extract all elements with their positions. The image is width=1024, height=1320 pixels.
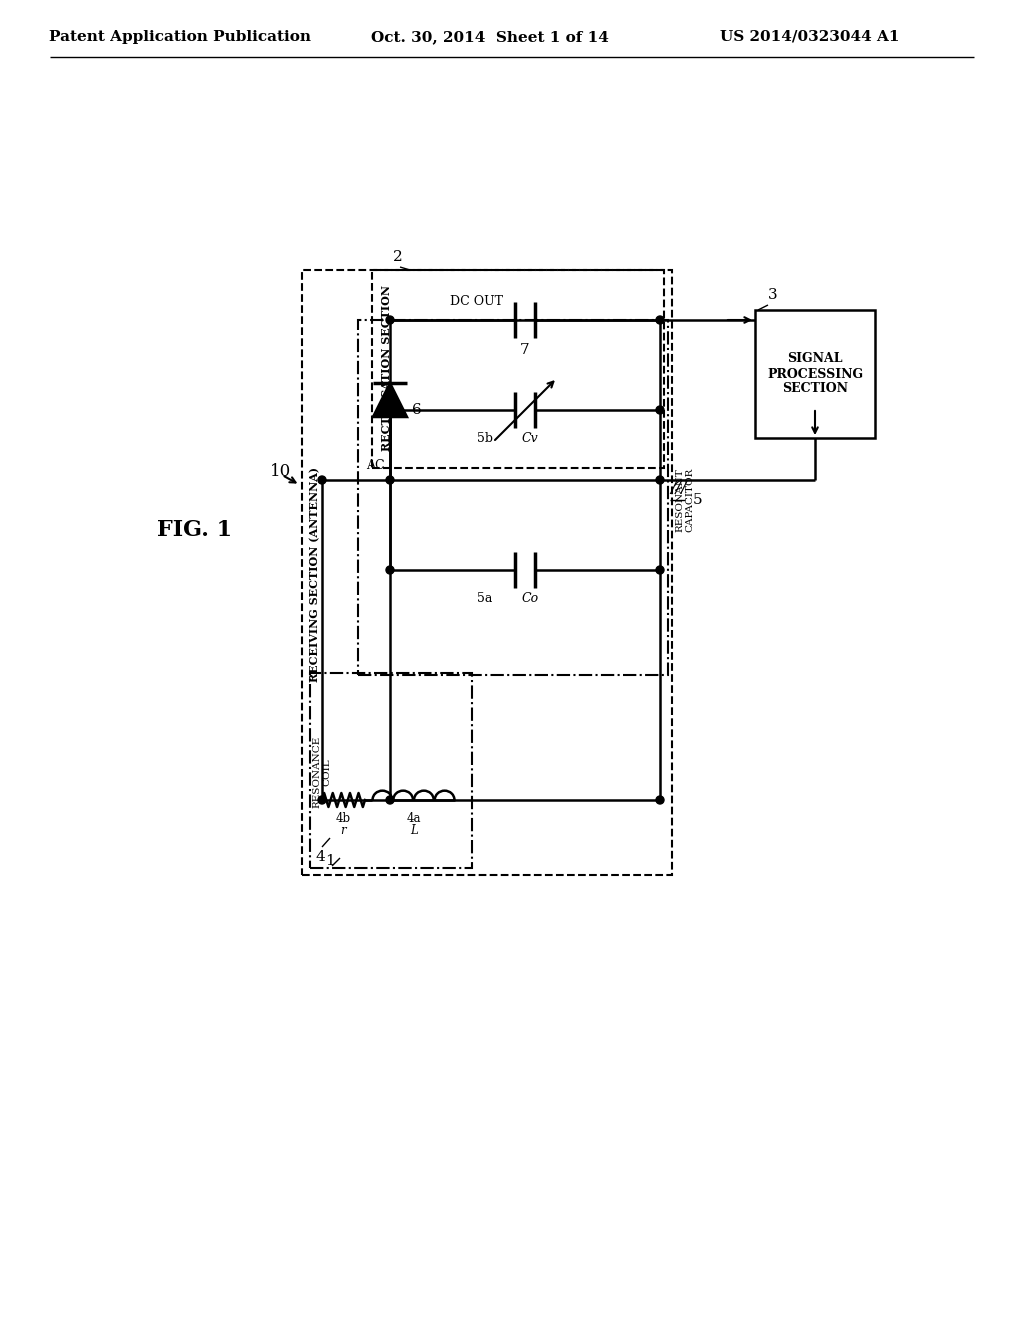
Text: 2: 2	[393, 249, 402, 264]
Text: SIGNAL
PROCESSING
SECTION: SIGNAL PROCESSING SECTION	[767, 352, 863, 396]
Text: r: r	[340, 824, 346, 837]
Circle shape	[386, 407, 394, 414]
Text: RECTIFICATION SECTION: RECTIFICATION SECTION	[381, 285, 391, 451]
Circle shape	[386, 477, 394, 484]
Text: 4a: 4a	[407, 812, 421, 825]
Bar	[302, 271, 672, 875]
Text: 5a: 5a	[477, 591, 493, 605]
Text: DC OUT: DC OUT	[450, 294, 503, 308]
Text: FIG. 1: FIG. 1	[158, 519, 232, 541]
Text: RESONANCE
COIL: RESONANCE COIL	[312, 735, 332, 808]
Text: US 2014/0323044 A1: US 2014/0323044 A1	[720, 30, 900, 44]
Text: ///: ///	[670, 479, 687, 496]
Circle shape	[386, 407, 394, 414]
Text: AC: AC	[367, 459, 385, 473]
Polygon shape	[373, 383, 407, 417]
Text: Cv: Cv	[521, 432, 539, 445]
Circle shape	[386, 796, 394, 804]
Circle shape	[318, 477, 326, 484]
Circle shape	[656, 407, 664, 414]
Text: 10: 10	[270, 463, 291, 480]
Bar	[310, 673, 472, 869]
Text: 7: 7	[520, 343, 529, 356]
Text: RESONANT
CAPACITOR: RESONANT CAPACITOR	[675, 467, 694, 532]
Text: RECEIVING SECTION (ANTENNA): RECEIVING SECTION (ANTENNA)	[309, 467, 321, 682]
Text: 5: 5	[693, 492, 702, 507]
Text: Patent Application Publication: Patent Application Publication	[49, 30, 311, 44]
Circle shape	[656, 566, 664, 574]
Text: 5b: 5b	[477, 432, 493, 445]
Text: 4b: 4b	[336, 812, 350, 825]
Text: L: L	[411, 824, 418, 837]
Circle shape	[318, 796, 326, 804]
Circle shape	[656, 477, 664, 484]
Text: 3: 3	[768, 288, 777, 302]
Bar	[358, 319, 668, 675]
Text: Co: Co	[521, 591, 539, 605]
Text: 4: 4	[315, 850, 325, 865]
Circle shape	[386, 315, 394, 323]
Text: Oct. 30, 2014  Sheet 1 of 14: Oct. 30, 2014 Sheet 1 of 14	[371, 30, 609, 44]
Bar	[755, 310, 874, 438]
Circle shape	[386, 566, 394, 574]
Circle shape	[656, 315, 664, 323]
Text: 1: 1	[325, 854, 335, 869]
Circle shape	[656, 796, 664, 804]
Text: 6: 6	[412, 403, 422, 417]
Bar	[372, 271, 664, 469]
